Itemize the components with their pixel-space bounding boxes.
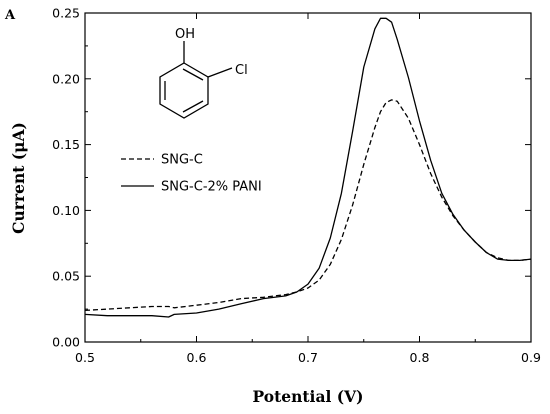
x-tick-label: 0.6 [187, 350, 207, 365]
ring-double-bond [182, 100, 204, 113]
series-line-sng-c [84, 99, 532, 312]
oh-label: OH [175, 27, 195, 42]
plot-frame [84, 12, 532, 343]
y-axis-label: Current (μA) [9, 122, 28, 234]
x-tick-label: 0.5 [75, 350, 95, 365]
x-axis-label: Potential (V) [253, 387, 364, 406]
legend-label: SNG-C [161, 153, 203, 168]
x-tick-label: 0.9 [521, 350, 541, 365]
y-axis-ticks: 0.00 0.05 0.10 0.15 0.20 0.25 [52, 6, 531, 350]
molecule-structure: OH Cl [159, 27, 248, 119]
cl-bond [207, 67, 233, 78]
panel-label: A [4, 8, 16, 23]
legend: SNG-C SNG-C-2% PANI [121, 153, 262, 195]
legend-label: SNG-C-2% PANI [161, 180, 262, 195]
y-tick-label: 0.05 [52, 269, 80, 284]
cl-label: Cl [235, 63, 248, 78]
y-tick-label: 0.20 [52, 71, 80, 86]
series-line-sng-c-2pct-pani [84, 17, 532, 318]
x-tick-label: 0.8 [410, 350, 430, 365]
benzene-ring [159, 62, 209, 119]
y-tick-label: 0.25 [52, 6, 80, 21]
ring-double-bond [182, 68, 204, 81]
y-tick-label: 0.15 [52, 137, 80, 152]
y-tick-label: 0.00 [52, 335, 80, 350]
x-axis-ticks: 0.5 0.6 0.7 0.8 0.9 [75, 13, 541, 365]
y-tick-label: 0.10 [52, 203, 80, 218]
x-tick-label: 0.7 [298, 350, 318, 365]
series-layer [84, 17, 532, 318]
